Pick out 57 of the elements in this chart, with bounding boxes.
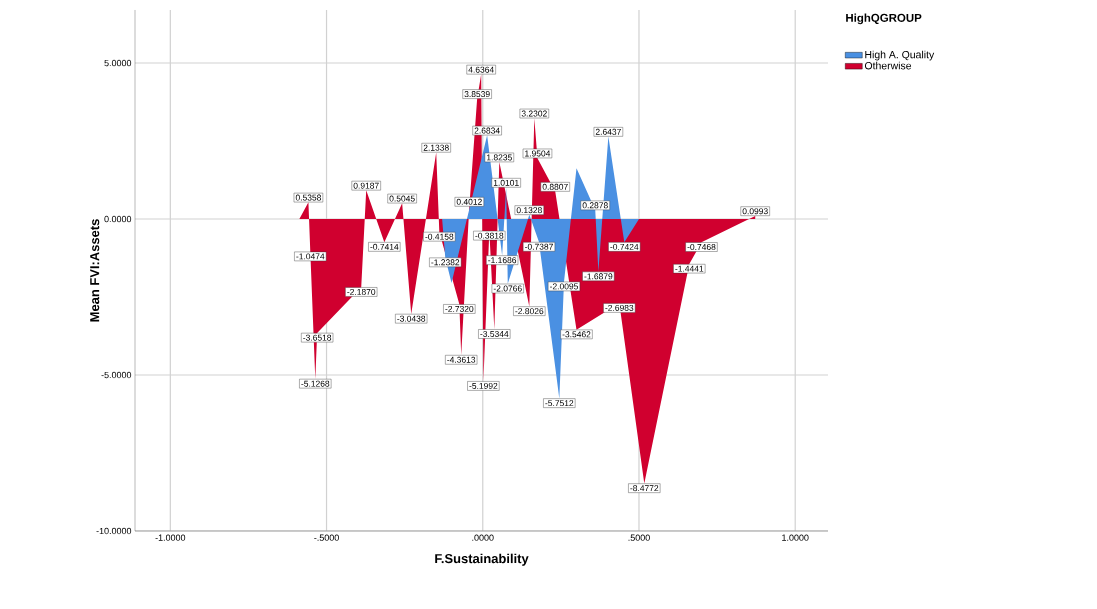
data-label: -1.6879 xyxy=(584,273,613,280)
x-tick-label: .5000 xyxy=(628,534,650,541)
data-label: 0.1328 xyxy=(516,207,542,214)
data-label: -3.5462 xyxy=(562,331,591,338)
data-label: -2.0095 xyxy=(550,283,578,290)
x-axis-title: F.Sustainability xyxy=(435,553,529,566)
data-label: 2.6834 xyxy=(474,127,500,134)
x-tick-label: .0000 xyxy=(472,534,494,541)
data-label: -2.6983 xyxy=(605,304,634,311)
data-label: -1.0474 xyxy=(296,253,325,260)
data-label: 2.6437 xyxy=(595,128,621,135)
x-tick-label: -.5000 xyxy=(314,534,339,541)
data-label: 2.1338 xyxy=(423,144,449,151)
data-label: 0.2878 xyxy=(582,202,608,209)
data-label: -0.7414 xyxy=(370,243,399,250)
data-label: 4.6364 xyxy=(468,66,494,73)
data-label: -3.0438 xyxy=(397,315,426,322)
data-label: -0.7424 xyxy=(610,243,639,250)
data-label: -3.6518 xyxy=(303,334,332,341)
data-label: -2.1870 xyxy=(347,288,376,295)
y-tick-label: 5.0000 xyxy=(104,59,132,67)
y-tick-label: 0.0000 xyxy=(104,215,132,223)
data-label: -0.3818 xyxy=(475,232,504,239)
y-tick-label: -5.0000 xyxy=(101,371,132,379)
legend-label: Otherwise xyxy=(864,61,912,70)
data-label: 0.8807 xyxy=(542,183,568,190)
data-label: 0.4012 xyxy=(456,198,482,205)
data-label: 1.0101 xyxy=(493,179,519,186)
data-label: 3.8539 xyxy=(464,91,490,98)
data-label: -3.5344 xyxy=(480,330,509,337)
data-label: 1.9504 xyxy=(525,150,551,157)
data-label: -5.7512 xyxy=(545,400,574,407)
data-label: -1.2382 xyxy=(431,259,460,266)
data-label: -8.4772 xyxy=(630,485,659,492)
data-label: -2.7320 xyxy=(445,305,474,312)
data-label: 0.0993 xyxy=(742,208,768,215)
data-label: -1.1686 xyxy=(488,257,517,264)
data-label: 3.2302 xyxy=(521,110,547,117)
data-label: -5.1992 xyxy=(469,382,498,389)
data-label: 0.5358 xyxy=(295,194,321,201)
data-label: -2.8026 xyxy=(515,308,544,315)
legend-label: High A. Quality xyxy=(865,50,935,61)
data-label: 1.8235 xyxy=(487,154,512,161)
legend-title: HighQGROUP xyxy=(846,13,922,25)
data-label: -0.4158 xyxy=(425,233,454,240)
y-tick-label: -10.0000 xyxy=(96,527,132,535)
x-tick-label: -1.0000 xyxy=(155,534,186,541)
data-label: -1.4441 xyxy=(675,265,704,272)
data-label: 0.9187 xyxy=(353,182,379,189)
data-label: -2.0766 xyxy=(493,285,522,292)
y-axis-title: Mean FVI:Assets xyxy=(90,219,100,322)
data-label: -0.7387 xyxy=(525,243,553,250)
data-label: -5.1268 xyxy=(301,380,330,387)
data-label: -0.7468 xyxy=(687,244,716,250)
data-label: -4.3613 xyxy=(447,356,476,363)
data-label: 0.5045 xyxy=(389,195,415,202)
x-tick-label: 1.0000 xyxy=(782,534,809,541)
